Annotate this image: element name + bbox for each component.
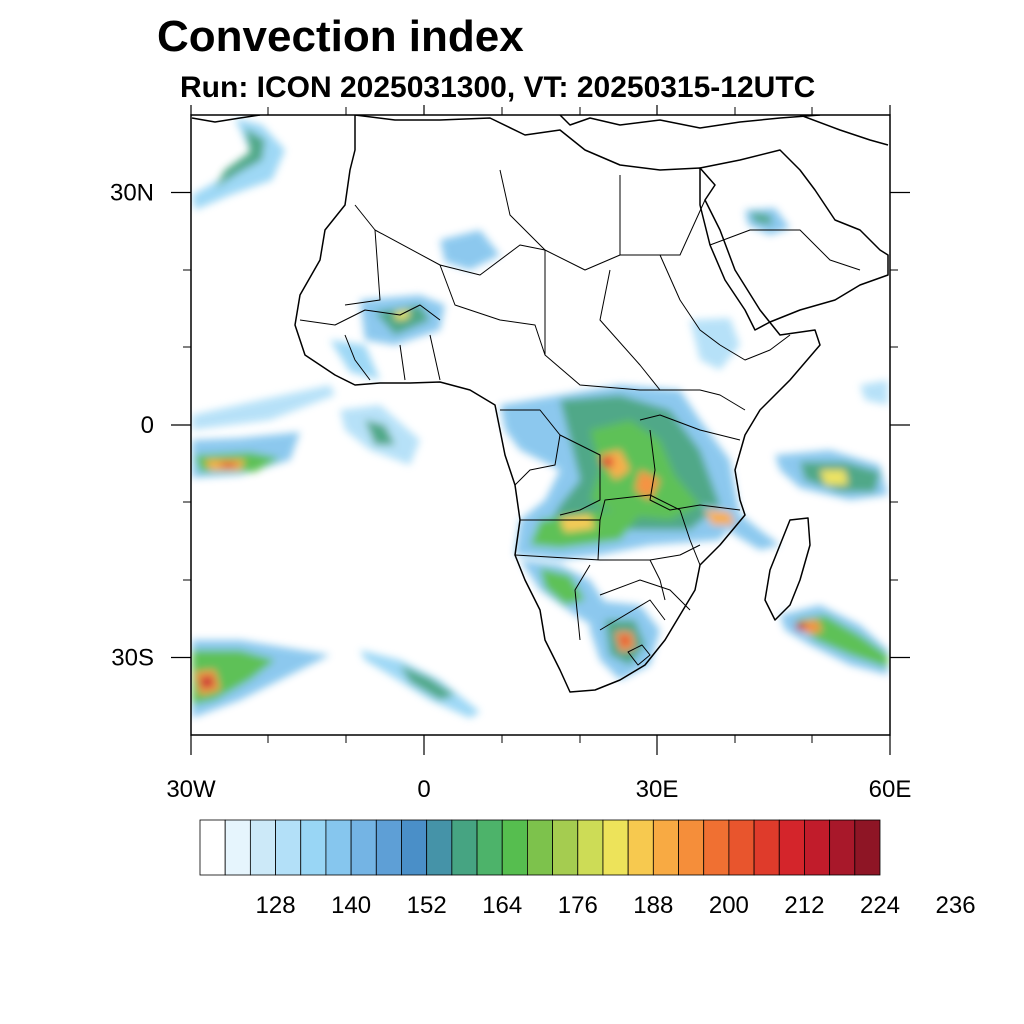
country-borders [299,169,861,666]
arabia-coastline [699,149,889,331]
colorbar-label: 152 [407,892,447,919]
colorbar-swatch [778,819,805,876]
colorbar-swatch [552,819,579,876]
chart-subtitle: Run: ICON 2025031300, VT: 20250315-12UTC [180,71,816,104]
africa-coastline [294,115,821,693]
colorbar-swatch [577,819,604,876]
colorbar-swatch [476,819,503,876]
colorbar-swatch [224,819,251,876]
colorbar-swatch [375,819,402,876]
y-tick-label: 0 [141,412,154,439]
coastlines [191,115,889,693]
colorbar-label: 236 [936,892,976,919]
colorbar-swatch [350,819,377,876]
colorbar-labels: 128 140 152 164 176 188 200 212 224 236 [256,892,976,919]
colorbar-swatch [627,819,654,876]
colorbar-swatch [426,819,453,876]
major-ticks [171,105,910,755]
colorbar-label: 200 [709,892,749,919]
colorbar-swatch [249,819,276,876]
colorbar-swatch [678,819,705,876]
colorbar-swatch [854,819,881,876]
colorbar-label: 176 [558,892,598,919]
colorbar-swatch [804,819,831,876]
colorbar-swatch [829,819,856,876]
colorbar-label: 164 [482,892,522,919]
lesotho-border [627,644,651,666]
colorbar-label: 128 [256,892,296,919]
chart-title: Convection index [157,12,524,61]
colorbar [199,819,881,876]
colorbar-swatch [652,819,679,876]
colorbar-swatch [451,819,478,876]
colorbar-swatch [275,819,302,876]
x-tick-label: 30E [636,776,679,803]
y-tick-label: 30S [111,645,154,672]
x-tick-label: 0 [417,776,430,803]
colorbar-swatch [501,819,528,876]
colorbar-swatch [199,819,226,876]
tick-labels: 30W 0 30E 60E 30N 0 30S [110,180,911,804]
colorbar-swatch [300,819,327,876]
colorbar-label: 224 [860,892,900,919]
colorbar-swatch [602,819,629,876]
x-tick-label: 60E [869,776,912,803]
madagascar-coastline [764,517,811,621]
colorbar-swatch [728,819,755,876]
colorbar-swatch [527,819,553,876]
minor-ticks [183,107,898,743]
colorbar-swatch [703,819,730,876]
colorbar-label: 188 [633,892,673,919]
x-tick-label: 30W [166,776,216,803]
colorbar-swatch [401,819,428,876]
colorbar-swatch [325,819,352,876]
colorbar-swatch [753,819,780,876]
colorbar-label: 140 [331,892,371,919]
convection-field [192,118,888,718]
y-tick-label: 30N [110,180,154,207]
colorbar-label: 212 [784,892,824,919]
